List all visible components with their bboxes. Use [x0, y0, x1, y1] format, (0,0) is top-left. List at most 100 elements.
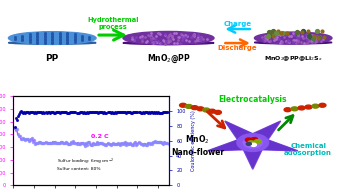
Point	[136, 141, 141, 144]
Point	[125, 111, 131, 114]
Point	[31, 138, 37, 141]
Point	[162, 141, 167, 144]
Point	[148, 142, 154, 145]
Point	[144, 143, 150, 146]
Point	[64, 111, 70, 114]
Point	[40, 142, 45, 145]
Point	[108, 111, 113, 114]
Point	[73, 110, 78, 113]
Point	[129, 142, 134, 145]
Text: PP: PP	[45, 54, 59, 63]
Point	[142, 142, 147, 145]
Point	[161, 110, 166, 113]
Point	[27, 139, 33, 142]
Point	[161, 143, 166, 146]
Point	[30, 140, 36, 143]
Point	[137, 142, 142, 145]
Point	[25, 137, 31, 140]
Polygon shape	[208, 121, 298, 169]
Point	[66, 143, 71, 146]
Point	[73, 142, 78, 145]
Point	[118, 110, 124, 113]
Point	[93, 143, 99, 146]
Point	[128, 111, 133, 114]
Point	[143, 111, 149, 114]
Ellipse shape	[123, 41, 214, 44]
Point	[120, 111, 126, 114]
Point	[163, 141, 168, 144]
Point	[53, 142, 59, 145]
Point	[156, 111, 162, 114]
Point	[77, 111, 82, 114]
Point	[52, 111, 58, 114]
Circle shape	[197, 107, 204, 111]
Point	[153, 141, 159, 144]
Point	[48, 141, 53, 144]
Point	[80, 111, 85, 114]
Point	[69, 111, 74, 114]
Point	[112, 111, 118, 114]
Text: Chemical
adosorption: Chemical adosorption	[284, 143, 332, 156]
Point	[121, 143, 127, 146]
Point	[76, 142, 81, 145]
Point	[111, 143, 116, 146]
Point	[137, 111, 142, 114]
Point	[162, 111, 167, 114]
Point	[130, 144, 135, 147]
Point	[36, 142, 41, 145]
Point	[82, 144, 88, 147]
Point	[129, 111, 134, 114]
Point	[99, 142, 104, 145]
Circle shape	[191, 106, 198, 110]
Point	[17, 111, 22, 114]
Circle shape	[251, 138, 258, 141]
Point	[154, 141, 160, 144]
Point	[16, 134, 21, 137]
Point	[54, 142, 60, 145]
Point	[49, 141, 54, 144]
Point	[81, 110, 87, 113]
Point	[42, 111, 47, 114]
Point	[151, 140, 157, 143]
Point	[45, 141, 50, 144]
Point	[117, 111, 123, 114]
Point	[138, 111, 143, 114]
Point	[20, 137, 26, 140]
Point	[82, 111, 88, 114]
Point	[35, 142, 40, 145]
Point	[100, 142, 105, 145]
Point	[14, 119, 19, 122]
Point	[145, 141, 151, 144]
Point	[55, 111, 61, 114]
Point	[119, 142, 125, 145]
Point	[141, 142, 146, 145]
Point	[122, 110, 128, 113]
Text: MnO$_2$
Nano-flower: MnO$_2$ Nano-flower	[171, 134, 224, 157]
Point	[124, 111, 130, 114]
Text: Charge: Charge	[223, 21, 252, 26]
Point	[95, 111, 101, 114]
Point	[111, 112, 116, 115]
Point	[15, 114, 20, 117]
Point	[91, 143, 97, 146]
Point	[59, 111, 65, 114]
Point	[37, 111, 42, 114]
Point	[12, 126, 17, 129]
Point	[90, 111, 96, 114]
Point	[166, 142, 171, 145]
Point	[35, 110, 40, 113]
Point	[121, 111, 127, 114]
Point	[108, 143, 113, 146]
Point	[157, 111, 163, 114]
Point	[107, 143, 112, 146]
Point	[165, 111, 170, 114]
Point	[85, 141, 91, 144]
Point	[155, 110, 161, 113]
Point	[12, 125, 17, 128]
Point	[44, 111, 49, 114]
Point	[48, 111, 53, 114]
Point	[84, 143, 90, 146]
Point	[83, 141, 89, 144]
Point	[149, 142, 155, 145]
Point	[13, 129, 18, 132]
